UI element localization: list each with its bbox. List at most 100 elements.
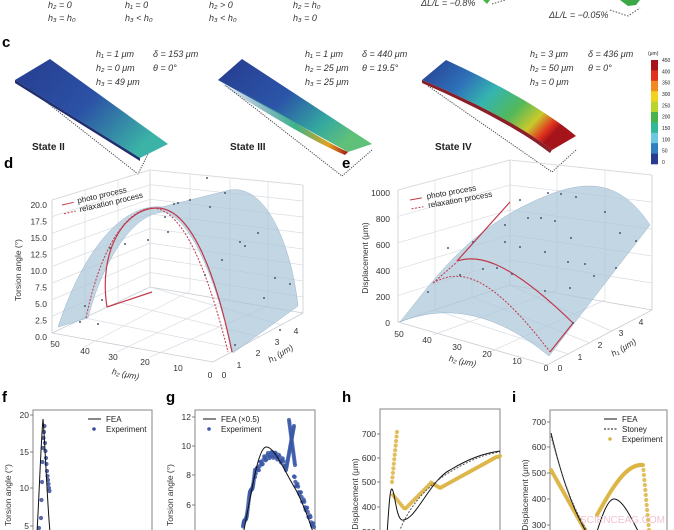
data-point: [554, 220, 556, 222]
x-axis-label: h₂ (μm): [448, 353, 477, 369]
data-point: [635, 240, 637, 242]
colorbar-segment: [651, 70, 658, 82]
experiment-point: [291, 423, 297, 429]
x-tick-label: 30: [452, 342, 462, 352]
experiment-point: [292, 474, 297, 479]
panel-label-i: i: [512, 389, 516, 406]
panel-label-f: f: [2, 389, 8, 406]
z-tick-label: 17.5: [30, 217, 47, 227]
y-tick-label: 400: [362, 502, 376, 512]
experiment-point: [281, 459, 286, 464]
y-tick-label: 300: [362, 527, 376, 530]
data-point: [124, 243, 126, 245]
state-iv-theta: θ = 0°: [588, 63, 612, 73]
colorbar-segment: [651, 112, 658, 123]
colorbar-segment: [651, 91, 658, 102]
state-iv-h2: h₂ = 50 μm: [530, 63, 574, 73]
y-axis-label: h₁ (μm): [609, 336, 638, 358]
plot-frame: [379, 408, 501, 530]
data-point: [97, 323, 99, 325]
colorbar-segment: [651, 132, 658, 144]
state-iii-theta: θ = 19.5°: [362, 63, 399, 73]
experiment-point: [642, 477, 647, 483]
x-tick-label: 20: [482, 349, 492, 359]
z-tick-label: 20.0: [30, 200, 47, 210]
x-tick-label: 30: [108, 352, 118, 362]
legend-label: FEA: [106, 415, 122, 424]
experiment-point: [256, 468, 261, 473]
state-iv-h3: h₃ = 0 μm: [530, 77, 569, 87]
z-axis-label: Displacement (μm): [360, 222, 370, 294]
y-tick-label: 500: [532, 468, 546, 478]
legend-label: FEA: [622, 415, 638, 424]
data-point: [496, 267, 498, 269]
beam-fragment: [620, 0, 640, 6]
experiment-point: [393, 443, 398, 448]
legend-d: photo process relaxation process: [61, 185, 144, 215]
experiment-point: [645, 512, 650, 518]
data-point: [101, 299, 103, 301]
x-tick-label: 40: [80, 346, 90, 356]
data-point: [224, 192, 226, 194]
z-tick-label: 0: [385, 318, 390, 328]
y-tick-label: 1: [237, 360, 242, 370]
state-iii-h3: h₃ = 25 μm: [305, 77, 349, 87]
data-point: [279, 329, 281, 331]
experiment-point: [497, 453, 503, 459]
y-tick-label: 1: [578, 352, 583, 362]
y-tick-label: 600: [362, 453, 376, 463]
y-tick-label: 15: [20, 447, 30, 457]
data-point: [560, 193, 562, 195]
data-points: [79, 177, 291, 346]
experiment-point: [642, 482, 647, 488]
experiment-point: [641, 472, 647, 478]
x-tick-label: 50: [394, 329, 404, 339]
legend-marker: [207, 427, 211, 431]
y-tick-label: 2: [598, 340, 603, 350]
y-axis-label: Displacement (μm): [520, 459, 530, 530]
y-axis-label: Torsion angle (°): [165, 464, 175, 526]
condition-2: h₁ = 0 h₃ < h₀: [125, 0, 153, 23]
experiment-point: [292, 462, 298, 468]
data-point: [177, 202, 179, 204]
y-tick-label: 3: [619, 328, 624, 338]
data-point: [604, 211, 606, 213]
z-tick-label: 200: [376, 292, 390, 302]
experiment-point: [645, 517, 651, 523]
experiment-point: [641, 467, 646, 473]
experiment-point: [39, 497, 44, 503]
y-tick-label: 5: [24, 521, 29, 530]
colorbar-segment: [651, 153, 658, 165]
svg-text:h₃ = 0: h₃ = 0: [293, 13, 317, 23]
legend-label: FEA (×0.5): [221, 415, 260, 424]
state-ii-h2: h₂ = 0 μm: [96, 63, 135, 73]
experiment-point: [389, 479, 395, 485]
data-point: [263, 297, 265, 299]
colorbar-tick: 50: [662, 149, 668, 155]
state-ii-h1: h₁ = 1 μm: [96, 49, 135, 59]
svg-text:h₁ = 0: h₁ = 0: [125, 0, 148, 10]
surface: [57, 189, 299, 354]
y-tick-label: 400: [532, 494, 546, 504]
photo-process-baseline: [106, 291, 153, 308]
svg-text:h₃ < h₀: h₃ < h₀: [125, 13, 153, 23]
colorbar-unit: (μm): [648, 51, 659, 57]
y-tick-label: 6: [186, 500, 191, 510]
experiment-point: [646, 522, 651, 528]
z-tick-label: 12.5: [30, 250, 47, 260]
z-tick-label: 800: [376, 214, 390, 224]
data-point: [239, 241, 241, 243]
fea-curve: [386, 450, 501, 530]
condition-3: h₂ > 0 h₃ < h₀: [209, 0, 237, 23]
experiment-point: [36, 525, 42, 530]
panel-d: d photo process relaxation process 20.01…: [4, 155, 304, 382]
legend-marker: [608, 437, 612, 441]
z-tick-label: 5.0: [35, 299, 47, 309]
gridline: [51, 169, 304, 201]
experiment-point: [393, 438, 399, 444]
z-tick-label: 10.0: [30, 266, 47, 276]
x-tick-label: 0: [544, 363, 549, 373]
experiment-point: [391, 461, 396, 466]
